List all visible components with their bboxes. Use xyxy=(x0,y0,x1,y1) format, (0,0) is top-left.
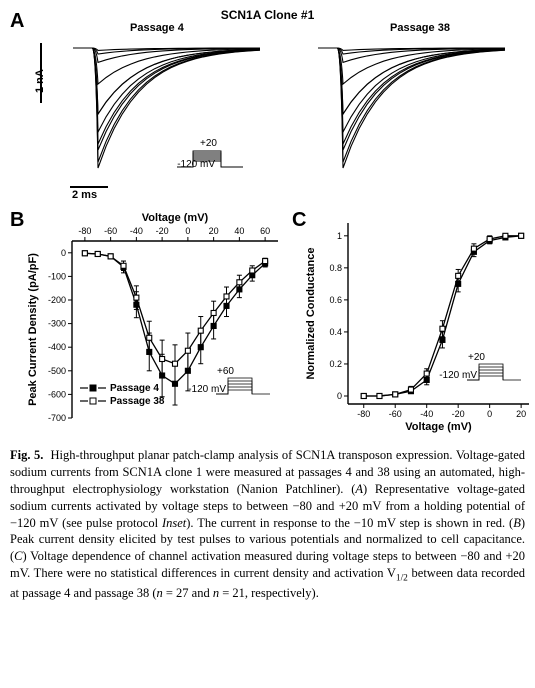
panel-a-traces-right xyxy=(310,34,510,184)
svg-text:0.6: 0.6 xyxy=(329,295,342,305)
svg-text:-300: -300 xyxy=(48,319,66,329)
svg-text:Normalized Conductance: Normalized Conductance xyxy=(305,247,317,379)
caption-t8: = 21, respectively). xyxy=(219,586,319,600)
scalebar-y-label: 1 nA xyxy=(34,69,46,93)
figure-top-title: SCN1A Clone #1 xyxy=(10,8,525,22)
svg-text:0: 0 xyxy=(61,248,66,258)
caption-B: B xyxy=(513,516,521,530)
caption-t7: = 27 and xyxy=(163,586,213,600)
caption-inset: Inset xyxy=(162,516,186,530)
svg-text:-80: -80 xyxy=(357,409,370,419)
panel-a-protocol: +20 -120 mV xyxy=(175,138,245,170)
svg-text:-120 mV: -120 mV xyxy=(188,384,226,395)
figure-5: A SCN1A Clone #1 Passage 4 Passage 38 1 … xyxy=(0,0,535,614)
caption-lead: Fig. 5. xyxy=(10,448,43,462)
figure-caption: Fig. 5. High-throughput planar patch-cla… xyxy=(10,447,525,602)
svg-text:-500: -500 xyxy=(48,366,66,376)
svg-text:Passage 4: Passage 4 xyxy=(110,383,159,394)
svg-text:-40: -40 xyxy=(130,226,143,236)
caption-sub: 1/2 xyxy=(396,574,408,584)
caption-A: A xyxy=(355,482,363,496)
caption-t3: ). The current in response to the −10 mV… xyxy=(186,516,513,530)
svg-text:-80: -80 xyxy=(78,226,91,236)
svg-text:0: 0 xyxy=(337,391,342,401)
scalebar-x-label: 2 ms xyxy=(72,189,97,201)
svg-text:20: 20 xyxy=(516,409,526,419)
svg-text:-120 mV: -120 mV xyxy=(439,370,477,381)
panel-a-region: A SCN1A Clone #1 Passage 4 Passage 38 1 … xyxy=(10,8,525,203)
svg-text:0: 0 xyxy=(185,226,190,236)
svg-text:+20: +20 xyxy=(468,352,485,363)
svg-text:1: 1 xyxy=(337,231,342,241)
caption-C: C xyxy=(14,549,22,563)
svg-text:Passage 38: Passage 38 xyxy=(110,396,165,407)
svg-text:-20: -20 xyxy=(156,226,169,236)
protocol-bottom-label: -120 mV xyxy=(175,159,245,170)
svg-text:Voltage (mV): Voltage (mV) xyxy=(142,212,209,224)
panels-bc-region: B C -80-60-40-2002040600-100-200-300-400… xyxy=(10,209,525,439)
panel-c-chart: -80 -60 -40 -20 0 20 0 0.2 0.4 0.6 0.8 1 Voltage (mV… xyxy=(302,209,535,434)
svg-text:-400: -400 xyxy=(48,342,66,352)
svg-text:0.4: 0.4 xyxy=(329,327,342,337)
panel-b-label: B xyxy=(10,209,24,232)
svg-text:0.8: 0.8 xyxy=(329,263,342,273)
svg-text:60: 60 xyxy=(260,226,270,236)
svg-text:40: 40 xyxy=(234,226,244,236)
scalebar-x xyxy=(70,186,108,188)
panel-a-left-subtitle: Passage 4 xyxy=(130,22,184,34)
svg-text:0: 0 xyxy=(487,409,492,419)
panel-a-right-subtitle: Passage 38 xyxy=(390,22,450,34)
panel-b-chart: -80-60-40-2002040600-100-200-300-400-500… xyxy=(24,209,284,434)
svg-text:+60: +60 xyxy=(217,366,234,377)
svg-text:-100: -100 xyxy=(48,271,66,281)
svg-text:-20: -20 xyxy=(452,409,465,419)
svg-text:-600: -600 xyxy=(48,389,66,399)
svg-text:-40: -40 xyxy=(420,409,433,419)
svg-text:-60: -60 xyxy=(389,409,402,419)
svg-text:Voltage (mV): Voltage (mV) xyxy=(405,421,472,433)
svg-text:-60: -60 xyxy=(104,226,117,236)
svg-text:-200: -200 xyxy=(48,295,66,305)
svg-text:-700: -700 xyxy=(48,413,66,423)
svg-text:0.2: 0.2 xyxy=(329,359,342,369)
svg-text:Peak Current Density (pA/pF): Peak Current Density (pA/pF) xyxy=(27,253,39,406)
svg-text:20: 20 xyxy=(209,226,219,236)
